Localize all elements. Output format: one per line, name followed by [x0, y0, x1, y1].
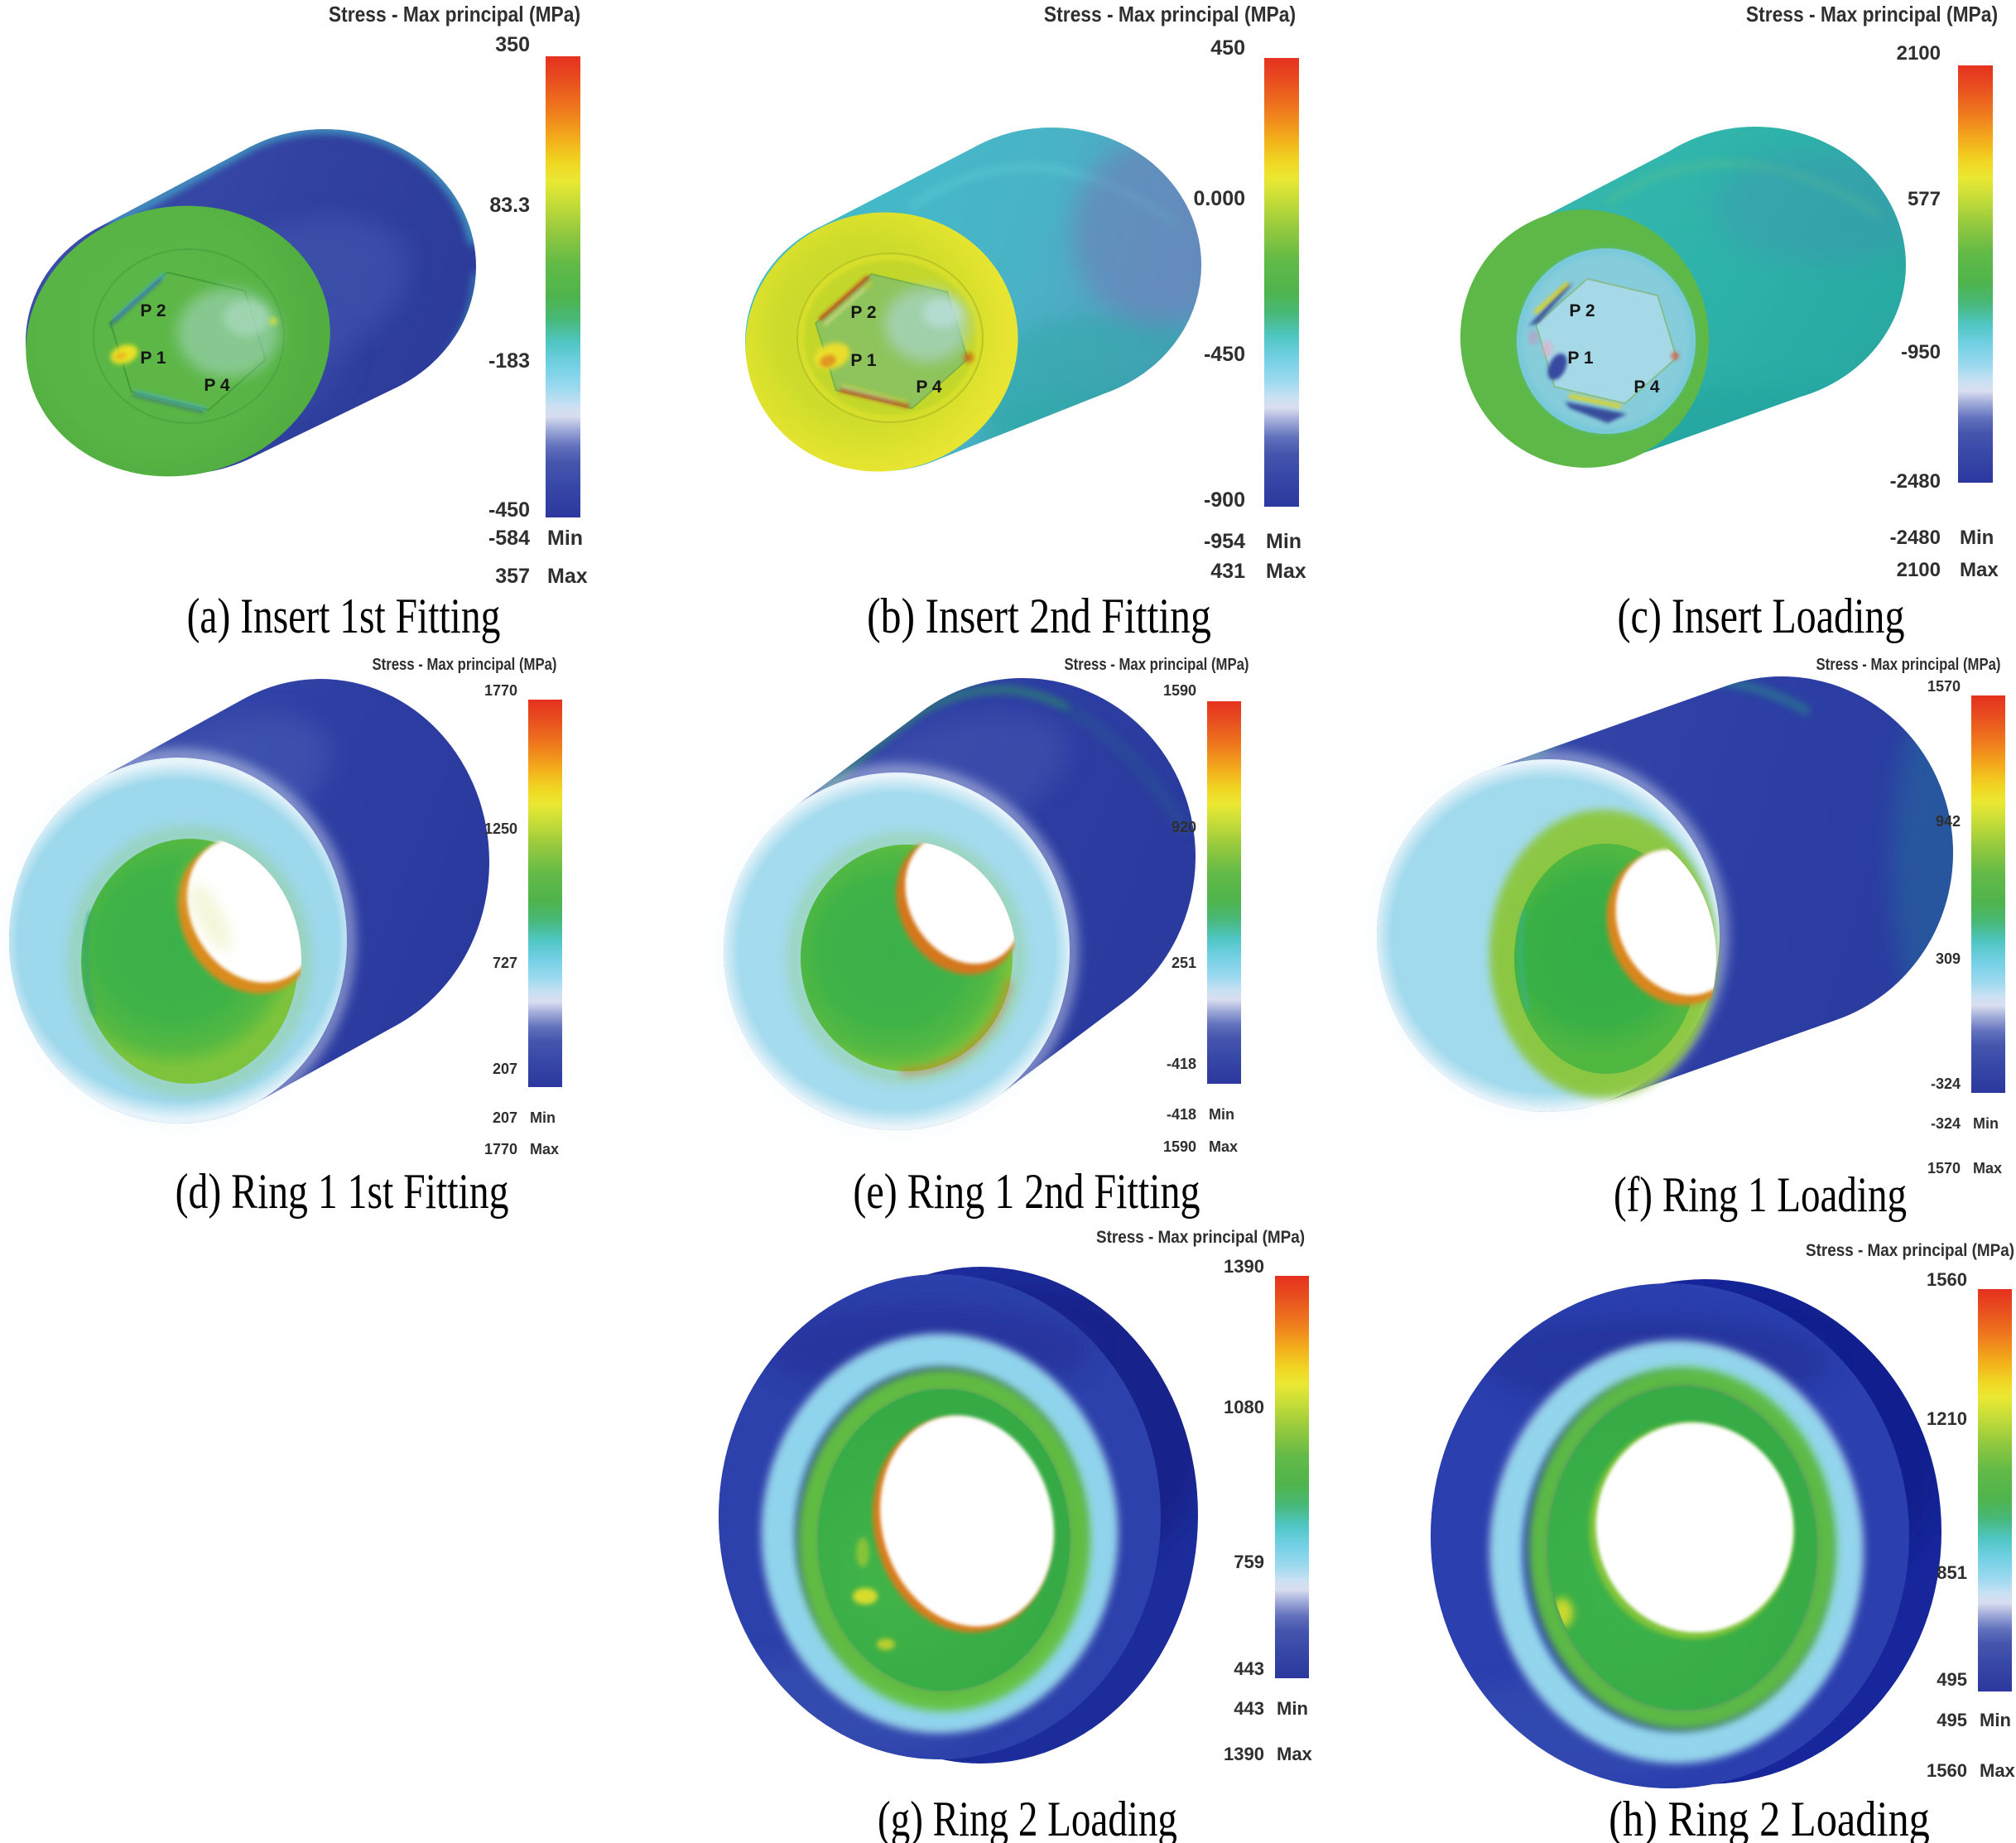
- svg-text:P 1: P 1: [140, 349, 166, 368]
- svg-text:P 4: P 4: [1633, 378, 1659, 397]
- svg-text:P 2: P 2: [850, 303, 876, 322]
- svg-text:P 1: P 1: [1567, 349, 1593, 368]
- svg-text:P 1: P 1: [850, 351, 876, 370]
- svg-text:P 4: P 4: [916, 378, 941, 397]
- svg-text:P 2: P 2: [140, 301, 166, 320]
- svg-text:P 2: P 2: [1569, 301, 1595, 320]
- svg-text:P 4: P 4: [204, 376, 229, 395]
